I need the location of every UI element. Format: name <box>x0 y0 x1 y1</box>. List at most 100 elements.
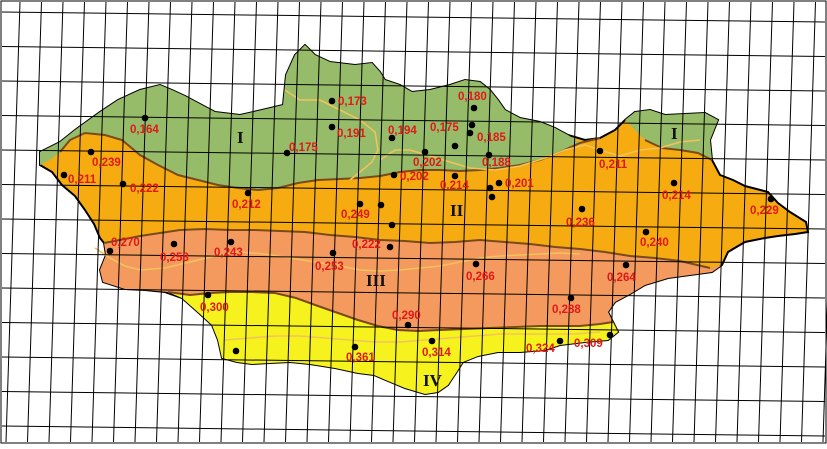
station-dot <box>642 228 650 236</box>
station-dot <box>451 142 459 150</box>
station-value: 0,212 <box>232 199 261 211</box>
station-value: 0,324 <box>526 343 555 355</box>
station-dot <box>622 261 630 269</box>
station-dot <box>472 260 480 268</box>
station-dot <box>119 180 127 188</box>
grid-line-meridian <box>435 1 451 443</box>
station-dot <box>141 114 149 122</box>
station-dot <box>468 121 476 129</box>
grid-line-meridian <box>736 1 752 443</box>
station-value: 0,164 <box>130 124 159 136</box>
grid-line-meridian <box>543 1 558 443</box>
grid-line-meridian <box>414 1 429 443</box>
station-value: 0,270 <box>111 237 140 249</box>
station-dot <box>356 200 364 208</box>
zone-iii-region <box>100 229 722 331</box>
station-value: 0,361 <box>346 352 375 364</box>
grid-line-meridian <box>91 1 107 443</box>
station-dot <box>351 343 359 351</box>
station-value: 0,214 <box>440 180 469 192</box>
station-dot <box>451 172 459 180</box>
station-dot <box>486 184 494 192</box>
station-value: 0,191 <box>337 128 366 140</box>
station-value: 0,253 <box>315 261 344 273</box>
station-dot <box>60 171 68 179</box>
grid-line-parallel <box>1 391 826 402</box>
station-value: 0,222 <box>352 239 381 251</box>
zone-label-iii: III <box>366 271 386 290</box>
grid-line-meridian <box>801 1 816 443</box>
station-dot <box>377 201 385 209</box>
station-dot <box>87 148 95 156</box>
station-value: 0,264 <box>607 272 636 284</box>
grid-line-meridian <box>779 1 795 443</box>
station-dot <box>329 249 337 257</box>
station-dot <box>421 148 429 156</box>
station-dot <box>470 104 478 112</box>
zone-label-iv: IV <box>423 371 443 390</box>
grid-line-parallel <box>1 253 826 264</box>
isoline-1 <box>284 89 379 181</box>
grid-line-meridian <box>500 1 515 443</box>
station-value: 0,185 <box>477 132 506 144</box>
station-dot <box>596 147 604 155</box>
station-dot <box>767 195 775 203</box>
grid-line-meridian <box>715 1 730 443</box>
boundary-i-ii <box>59 131 601 192</box>
grid-line-meridian <box>629 1 644 443</box>
zone-label-i: I <box>237 128 244 147</box>
zone-iv-region <box>168 292 618 394</box>
grid-line-meridian <box>156 1 171 443</box>
grid-line-meridian <box>521 1 537 443</box>
grid-line-meridian <box>607 1 623 443</box>
station-dot <box>466 129 474 137</box>
grid-line-meridian <box>113 1 128 443</box>
station-dot <box>495 179 503 187</box>
grid-line-meridian <box>328 1 343 443</box>
station-value: 0,266 <box>466 271 495 283</box>
station-value: 0,180 <box>458 91 487 103</box>
station-dot <box>106 247 114 255</box>
station-value: 0,202 <box>413 157 442 169</box>
grid-line-meridian <box>564 1 580 443</box>
grid-line-meridian <box>349 1 365 443</box>
station-dot <box>283 149 291 157</box>
station-dot <box>244 189 252 197</box>
station-value: 0,175 <box>430 122 459 134</box>
station-value: 0,214 <box>662 190 691 202</box>
station-dot <box>388 134 396 142</box>
station-dot <box>606 331 614 339</box>
station-value: 0,236 <box>566 217 595 229</box>
station-layer: 0,164 0,173 0,180 0,175 0,185 0,194 0,19… <box>60 91 779 364</box>
station-dot <box>578 205 586 213</box>
station-dot <box>388 221 396 229</box>
grid-line-parallel <box>1 218 826 230</box>
station-value: 0,202 <box>400 171 429 183</box>
station-dot <box>428 337 436 345</box>
station-dot <box>227 238 235 246</box>
station-value: 0,239 <box>92 157 121 169</box>
grid-line-meridian <box>586 1 601 443</box>
grid-line-meridian <box>27 1 42 443</box>
station-dot <box>170 240 178 248</box>
grid-line-meridian <box>199 1 214 443</box>
grid-line-parallel <box>1 287 826 299</box>
grid-line-meridian <box>306 1 322 443</box>
zone-label-ii: II <box>450 201 464 220</box>
isoline-4 <box>224 331 601 343</box>
station-value: 0,249 <box>341 209 370 221</box>
grid-line-meridian <box>758 1 773 443</box>
station-value: 0,300 <box>200 302 229 314</box>
station-dot <box>670 179 678 187</box>
grid-line-meridian <box>478 1 494 443</box>
grid-line-meridian <box>371 1 386 443</box>
grid-line-meridian <box>48 1 64 443</box>
boundary-ii-iii <box>103 227 711 269</box>
boundary-iii-iv <box>167 291 614 333</box>
station-value: 0,258 <box>160 252 189 264</box>
station-value: 0,194 <box>388 125 417 137</box>
